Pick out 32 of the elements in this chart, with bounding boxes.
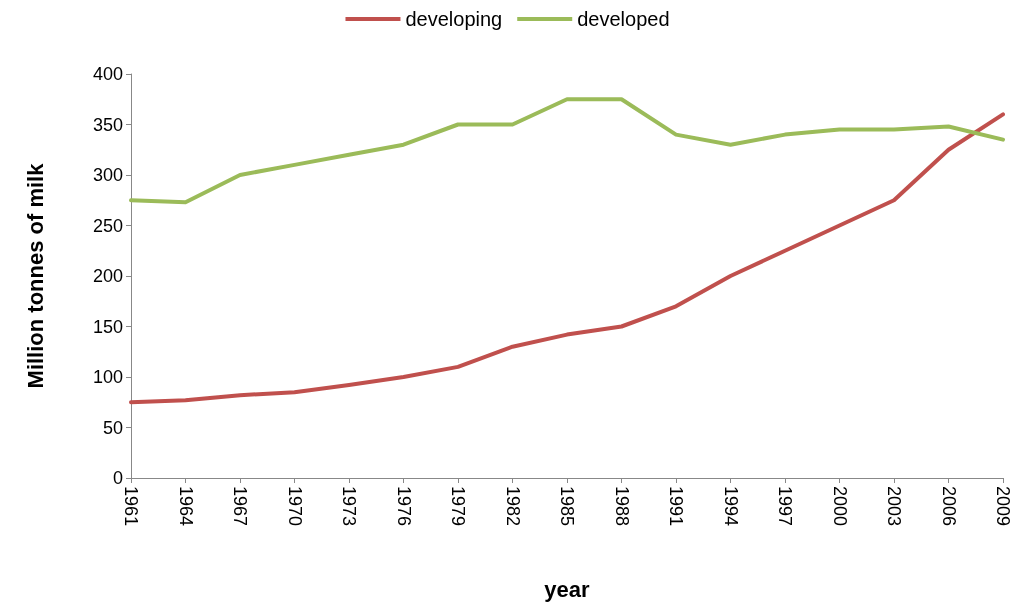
y-tick-label: 150 — [92, 316, 123, 337]
x-tick-label: 1982 — [502, 486, 523, 527]
x-tick-label: 1961 — [121, 486, 141, 527]
legend-label: developed — [577, 8, 670, 30]
x-tick-label: 1967 — [230, 486, 250, 527]
y-tick-label: 200 — [92, 266, 123, 286]
x-tick-label: 1976 — [393, 486, 414, 527]
x-tick-label: 1979 — [448, 486, 468, 527]
x-tick-label: 1973 — [339, 486, 359, 527]
line-series — [129, 97, 1005, 205]
y-tick-label: 300 — [92, 165, 123, 185]
x-tick-label: 1991 — [666, 486, 686, 527]
legend-label: developing — [405, 8, 503, 30]
x-tick-label: 1988 — [611, 486, 632, 527]
x-axis-title: year — [544, 576, 591, 602]
y-tick-label: 400 — [92, 64, 123, 84]
x-tick-label: 1970 — [284, 486, 305, 527]
x-tick-label: 2006 — [938, 486, 959, 527]
y-tick-label: 0 — [112, 468, 123, 488]
line-series — [129, 112, 1005, 405]
y-tick-label: 50 — [102, 417, 123, 438]
x-tick-label: 1997 — [775, 486, 795, 527]
x-tick-label: 2009 — [993, 486, 1013, 527]
y-tick-label: 100 — [92, 367, 123, 387]
x-tick-label: 1994 — [720, 486, 741, 527]
y-tick-label: 250 — [92, 215, 123, 236]
y-axis-title: Million tonnes of milk — [22, 162, 48, 389]
x-tick-label: 1964 — [175, 486, 196, 527]
x-tick-label: 2000 — [829, 486, 850, 527]
x-tick-label: 1985 — [557, 486, 577, 527]
y-tick-label: 350 — [92, 114, 123, 135]
x-tick-label: 2003 — [884, 486, 904, 527]
